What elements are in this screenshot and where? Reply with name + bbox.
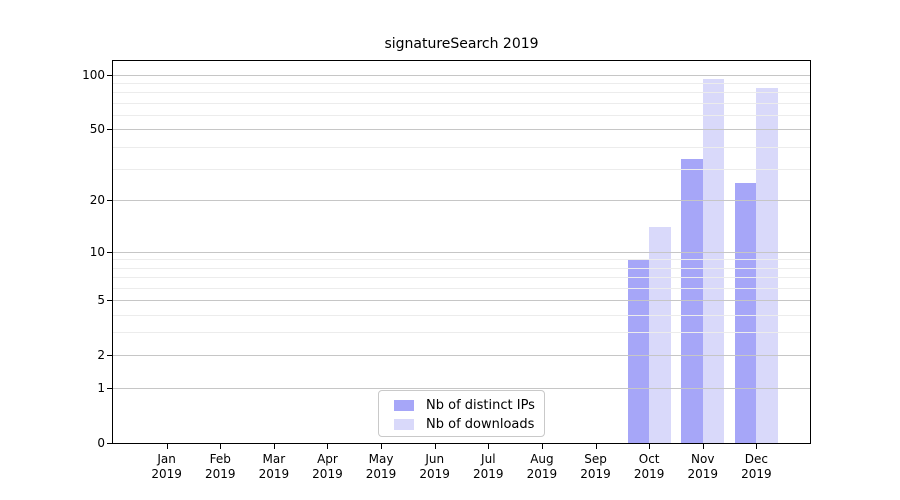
y-tick (107, 300, 113, 302)
x-tick-month: Dec (744, 452, 768, 466)
y-tick (107, 251, 113, 253)
x-tick-month: Jan (157, 452, 176, 466)
x-tick-year: 2019 (580, 467, 611, 481)
gridline-minor (113, 83, 810, 85)
x-tick-label: Aug 2019 (510, 452, 574, 482)
bar-downloads (756, 87, 778, 443)
gridline-major (113, 200, 810, 202)
x-tick-label: Nov 2019 (671, 452, 735, 482)
x-tick (381, 444, 383, 449)
y-tick-label: 0 (97, 436, 105, 450)
bar-distinct-ips (734, 183, 757, 443)
x-tick-month: Jun (425, 452, 445, 466)
y-tick (107, 355, 113, 357)
x-tick (488, 444, 490, 449)
x-tick-label: Mar 2019 (242, 452, 306, 482)
x-tick-label: Jul 2019 (456, 452, 520, 482)
y-tick-label: 5 (97, 293, 105, 308)
x-tick (649, 444, 651, 449)
x-tick-month: Apr (317, 452, 338, 466)
x-tick-label: Dec 2019 (724, 452, 788, 482)
gridline-minor (113, 114, 810, 116)
x-tick-year: 2019 (204, 467, 236, 481)
legend: Nb of distinct IPs Nb of downloads (378, 390, 545, 437)
x-tick-month: Mar (262, 452, 286, 466)
x-tick-year: 2019 (312, 467, 343, 481)
x-tick-year: 2019 (151, 467, 182, 481)
legend-item-downloads: Nb of downloads (379, 415, 544, 434)
gridline-minor (113, 102, 810, 104)
bar-distinct-ips (681, 159, 703, 443)
x-tick-year: 2019 (419, 467, 450, 481)
x-tick-year: 2019 (473, 467, 504, 481)
x-tick-label: Oct 2019 (617, 452, 681, 482)
gridline-minor (113, 332, 810, 334)
x-tick-month: Sep (584, 452, 607, 466)
y-tick-label: 100 (82, 67, 105, 82)
gridline-minor (113, 314, 810, 316)
x-tick-year: 2019 (258, 467, 290, 481)
x-tick (273, 444, 275, 449)
legend-swatch-downloads (394, 419, 414, 430)
gridline-major (113, 251, 810, 253)
y-tick-label: 50 (89, 122, 105, 137)
y-tick (107, 387, 113, 389)
x-tick (166, 444, 168, 449)
x-tick-label: May 2019 (349, 452, 413, 482)
x-tick (220, 444, 222, 449)
x-tick-year: 2019 (365, 467, 397, 481)
legend-item-distinct-ips: Nb of distinct IPs (379, 396, 544, 415)
x-tick-label: Apr 2019 (295, 452, 359, 482)
legend-label-distinct-ips: Nb of distinct IPs (426, 398, 535, 413)
x-tick-label: Jan 2019 (135, 452, 199, 482)
x-tick-year: 2019 (687, 467, 719, 481)
y-tick-label: 2 (97, 348, 105, 363)
x-tick-label: Feb 2019 (188, 452, 252, 482)
gridline-major (113, 300, 810, 302)
x-tick-year: 2019 (741, 467, 772, 481)
x-tick-month: May (368, 452, 394, 466)
gridline-minor (113, 168, 810, 170)
gridline-minor (113, 259, 810, 261)
plot-area (113, 61, 810, 443)
y-tick (107, 443, 113, 444)
x-tick (541, 444, 543, 449)
bar-distinct-ips (627, 259, 650, 443)
x-tick-year: 2019 (633, 467, 665, 481)
gridline-minor (113, 146, 810, 148)
x-tick-label: Jun 2019 (403, 452, 467, 482)
bar-downloads (649, 226, 671, 443)
x-tick (327, 444, 329, 449)
x-tick (595, 444, 597, 449)
y-tick (107, 129, 113, 131)
gridline-major (113, 129, 810, 131)
x-tick-label: Sep 2019 (564, 452, 628, 482)
x-tick-month: Aug (530, 452, 554, 466)
x-tick (702, 444, 704, 449)
legend-swatch-distinct-ips (394, 400, 414, 411)
x-tick-month: Feb (209, 452, 231, 466)
x-tick (756, 444, 758, 449)
y-tick-label: 1 (97, 380, 105, 395)
y-tick-label: 10 (89, 244, 105, 259)
y-tick (107, 200, 113, 202)
x-tick-month: Jul (481, 452, 496, 466)
x-tick-year: 2019 (526, 467, 558, 481)
chart-title: signatureSearch 2019 (384, 36, 539, 52)
y-tick-label: 20 (89, 193, 105, 208)
x-tick (434, 444, 436, 449)
x-tick-month: Nov (691, 452, 715, 466)
gridline-minor (113, 267, 810, 269)
x-tick-month: Oct (638, 452, 660, 466)
y-tick (107, 74, 113, 76)
gridline-minor (113, 287, 810, 289)
gridline-minor (113, 92, 810, 94)
gridline-major (113, 355, 810, 357)
gridline-major (113, 387, 810, 389)
legend-label-downloads: Nb of downloads (426, 417, 535, 432)
gridline-major (113, 74, 810, 76)
gridline-minor (113, 277, 810, 279)
